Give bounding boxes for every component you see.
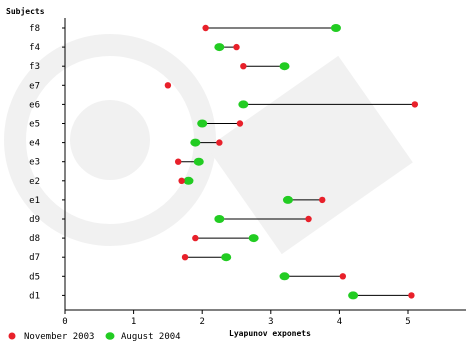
- y-tick-label-d5: d5: [29, 272, 40, 282]
- marker-august-2004-f4: [214, 43, 225, 52]
- marker-august-2004-d5: [279, 272, 290, 281]
- legend-marker-november-2003: [8, 332, 16, 340]
- marker-november-2003-e7: [164, 82, 172, 89]
- marker-august-2004-f8: [330, 24, 341, 32]
- y-tick-label-f8: f8: [29, 24, 40, 34]
- y-tick-label-f3: f3: [29, 62, 40, 72]
- x-tick-label-5: 5: [405, 317, 410, 327]
- marker-august-2004-d8: [248, 234, 259, 243]
- y-tick-label-e7: e7: [29, 81, 40, 91]
- marker-august-2004-e2: [183, 176, 194, 185]
- marker-august-2004-f3: [279, 62, 290, 71]
- marker-november-2003-d8: [192, 234, 199, 242]
- x-tick-label-3: 3: [268, 317, 273, 327]
- y-ticks: f8 f4 f3 e7 e6 e5 e4 e3 e2 e1 d9 d8 d7 d5 d1: [29, 24, 65, 301]
- marker-november-2003-d7: [181, 254, 189, 261]
- marker-august-2004-e4: [190, 138, 201, 147]
- marker-november-2003-e3: [174, 158, 182, 165]
- marker-november-2003-d5: [339, 273, 347, 280]
- legend-label-november-2003: November 2003: [24, 332, 94, 341]
- marker-november-2003-e1: [319, 196, 326, 204]
- marker-november-2003-e6: [411, 101, 419, 108]
- marker-august-2004-e1: [282, 195, 293, 204]
- y-tick-label-e5: e5: [29, 120, 40, 130]
- x-ticks: 0 1 2 3 4 5: [62, 310, 411, 327]
- legend-marker-august-2004: [105, 332, 115, 340]
- marker-november-2003-e4: [216, 139, 223, 146]
- legend-label-august-2004: August 2004: [121, 332, 181, 341]
- legend: November 2003 August 2004: [8, 332, 181, 341]
- marker-august-2004-d9: [214, 215, 225, 223]
- marker-august-2004-e5: [197, 119, 208, 128]
- watermark: [4, 34, 413, 255]
- y-tick-label-e1: e1: [29, 196, 40, 206]
- marker-november-2003-d1: [408, 292, 415, 299]
- markers: [164, 24, 419, 300]
- x-tick-label-2: 2: [199, 317, 204, 327]
- y-tick-label-d7: d7: [29, 253, 40, 263]
- x-tick-label-0: 0: [62, 317, 67, 327]
- marker-november-2003-d9: [305, 215, 312, 223]
- marker-august-2004-e6: [238, 100, 249, 109]
- y-tick-label-e6: e6: [29, 100, 40, 110]
- marker-august-2004-e3: [193, 157, 204, 166]
- y-tick-label-d1: d1: [29, 291, 40, 301]
- marker-november-2003-f8: [202, 24, 209, 32]
- marker-november-2003-e2: [178, 177, 185, 184]
- y-tick-label-e3: e3: [29, 158, 40, 168]
- y-tick-label-e2: e2: [29, 177, 40, 187]
- y-tick-label-d9: d9: [29, 215, 40, 225]
- marker-august-2004-d7: [221, 253, 232, 262]
- marker-august-2004-d1: [348, 291, 359, 300]
- x-tick-label-4: 4: [337, 317, 342, 327]
- marker-november-2003-e5: [236, 120, 244, 127]
- y-tick-label-e4: e4: [29, 139, 40, 149]
- y-tick-label-d8: d8: [29, 234, 40, 244]
- y-tick-label-f4: f4: [29, 43, 40, 53]
- x-tick-label-1: 1: [131, 317, 136, 327]
- marker-november-2003-f3: [240, 62, 247, 70]
- x-axis-title: Lyapunov exponets: [229, 329, 311, 338]
- marker-november-2003-f4: [233, 43, 240, 51]
- y-axis-title: Subjects: [6, 6, 45, 16]
